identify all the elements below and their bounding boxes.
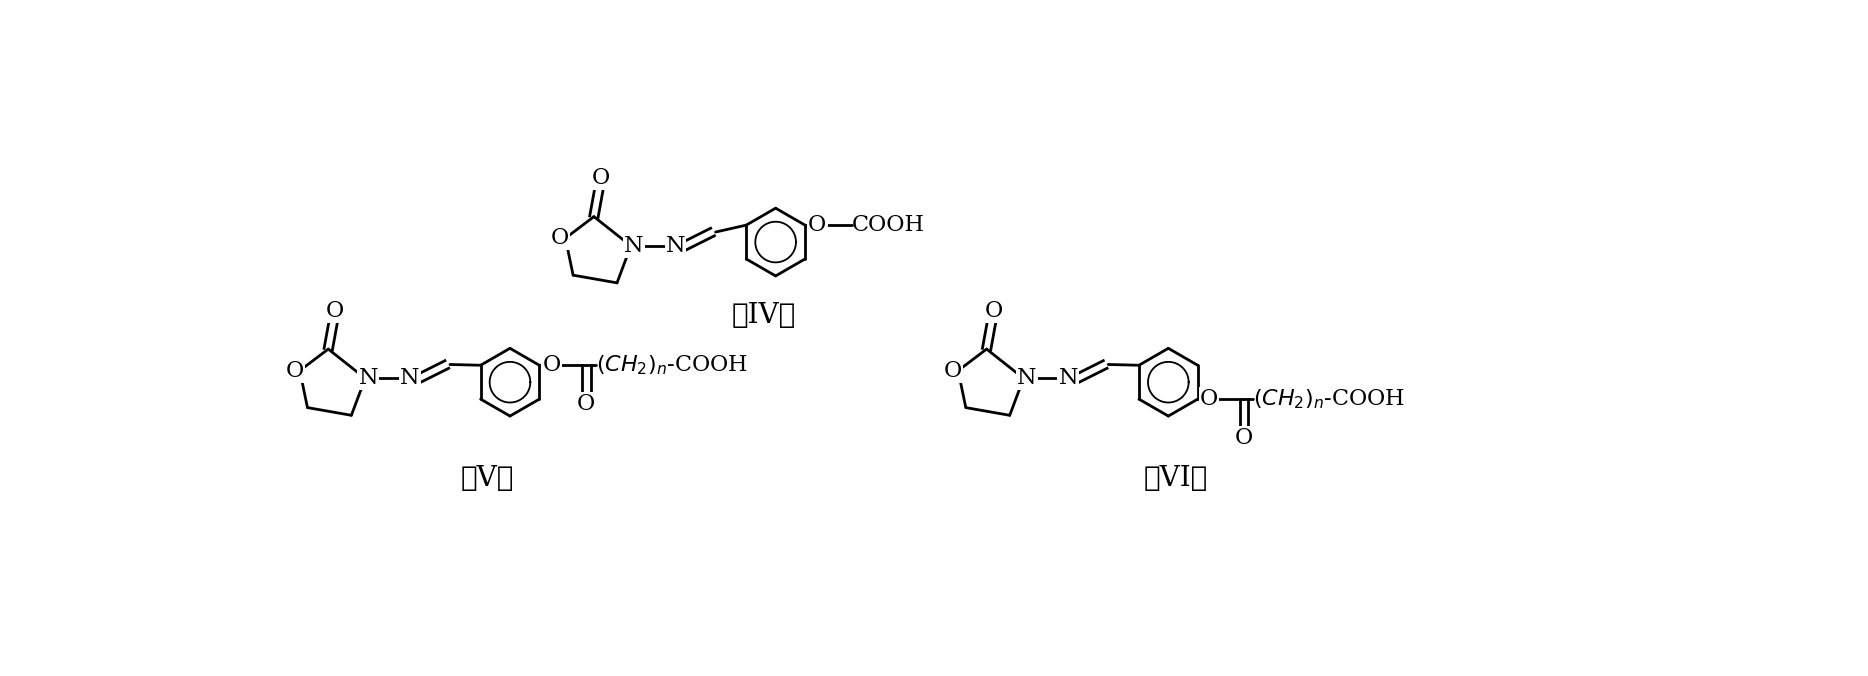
Text: O: O bbox=[542, 354, 560, 377]
Text: O: O bbox=[327, 299, 344, 322]
Text: O: O bbox=[577, 393, 596, 415]
Text: $(CH_2)_n$-COOH: $(CH_2)_n$-COOH bbox=[596, 354, 747, 377]
Text: O: O bbox=[943, 360, 962, 382]
Text: N: N bbox=[1059, 367, 1078, 389]
Text: O: O bbox=[1199, 388, 1218, 410]
Text: （IV）: （IV） bbox=[732, 301, 796, 329]
Text: O: O bbox=[984, 299, 1003, 322]
Text: $(CH_2)_n$-COOH: $(CH_2)_n$-COOH bbox=[1253, 387, 1405, 411]
Text: N: N bbox=[665, 235, 686, 257]
Text: （VI）: （VI） bbox=[1143, 465, 1209, 492]
Text: N: N bbox=[1016, 367, 1037, 389]
Text: N: N bbox=[400, 367, 420, 389]
Text: O: O bbox=[286, 360, 303, 382]
Text: O: O bbox=[551, 227, 570, 249]
Text: O: O bbox=[592, 167, 611, 189]
Text: COOH: COOH bbox=[852, 214, 925, 236]
Text: O: O bbox=[1235, 427, 1253, 449]
Text: O: O bbox=[809, 214, 826, 236]
Text: （V）: （V） bbox=[460, 465, 514, 492]
Text: N: N bbox=[624, 235, 644, 257]
Text: N: N bbox=[359, 367, 377, 389]
